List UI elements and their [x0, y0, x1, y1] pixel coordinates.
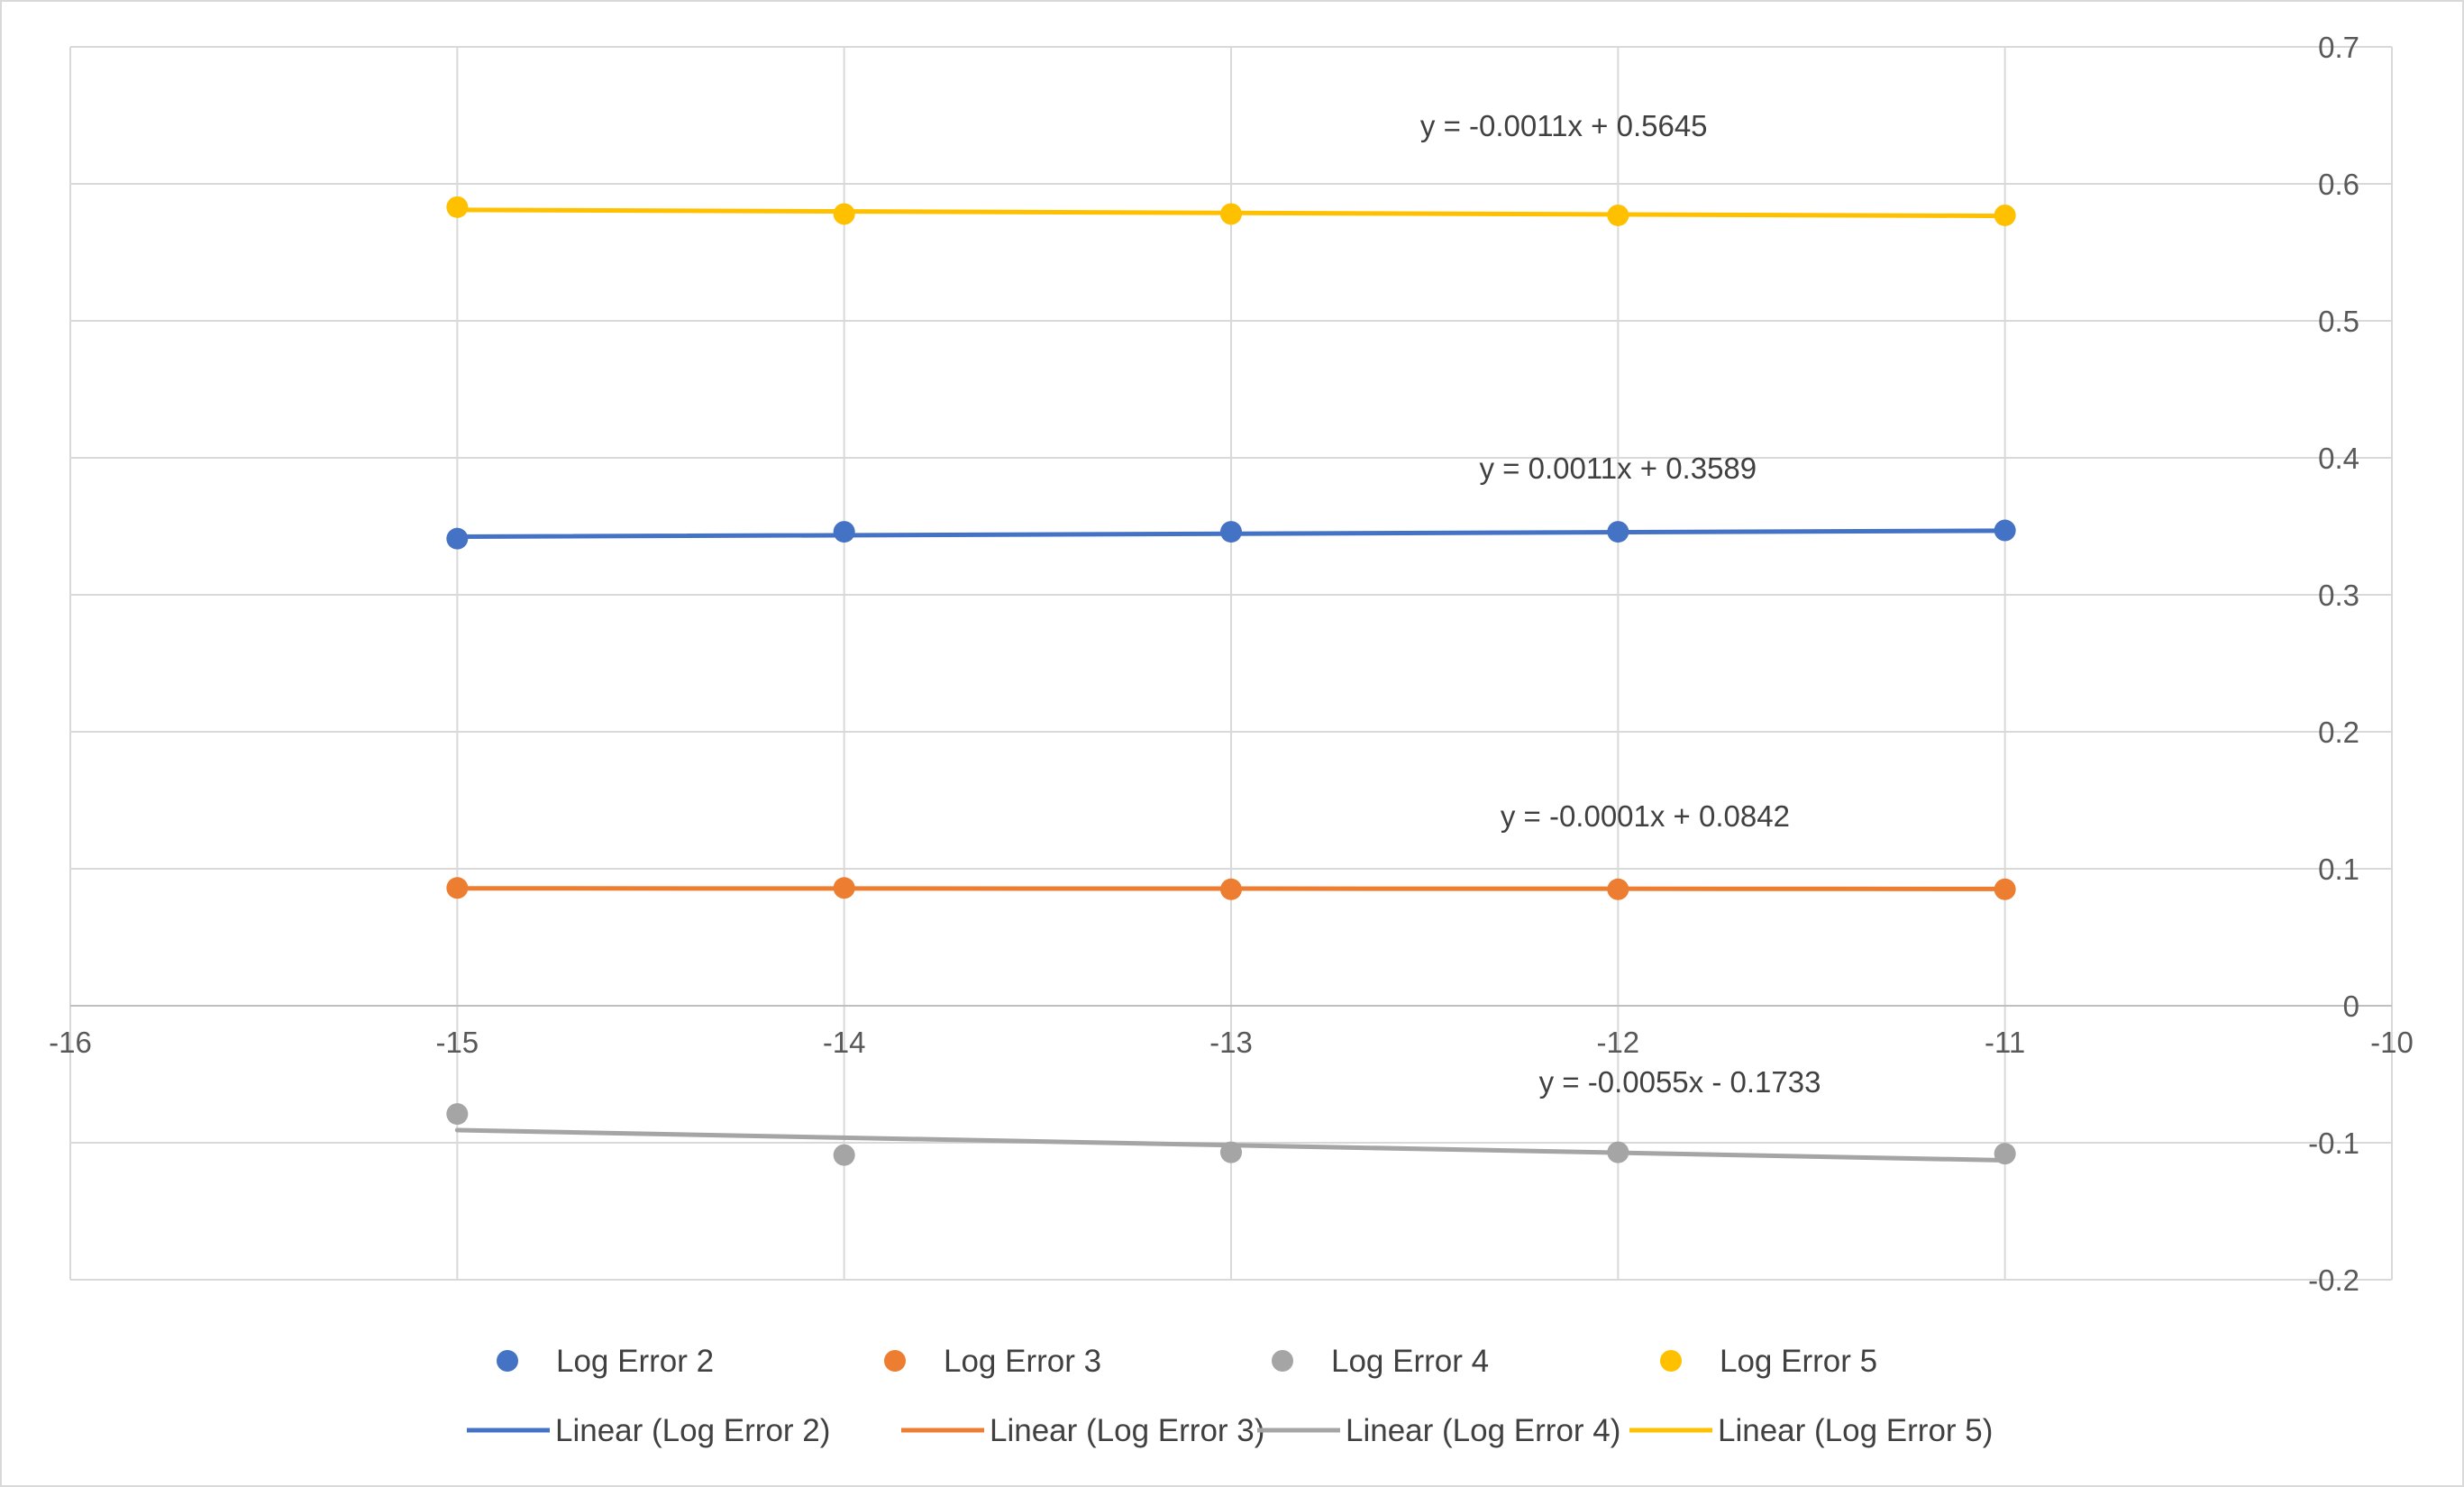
- x-tick-label: -13: [1209, 1026, 1253, 1059]
- x-tick-label: -11: [1985, 1026, 2025, 1059]
- y-tick-label: 0.6: [2318, 168, 2359, 201]
- data-point: [833, 877, 855, 899]
- legend-marker: [1272, 1350, 1293, 1372]
- gridlines: [69, 46, 2393, 1281]
- trendline-equation: y = 0.0011x + 0.3589: [1480, 452, 1757, 485]
- y-tick-label: 0.5: [2318, 305, 2359, 338]
- data-point: [446, 196, 469, 218]
- legend-marker: [497, 1350, 518, 1372]
- data-point: [833, 203, 855, 225]
- x-tick-label: -16: [49, 1026, 92, 1059]
- y-tick-label: 0.2: [2318, 716, 2359, 749]
- legend-label: Log Error 4: [1331, 1344, 1489, 1379]
- x-tick-label: -15: [435, 1026, 479, 1059]
- data-point: [833, 1144, 855, 1166]
- data-point: [1220, 521, 1242, 543]
- data-point: [1607, 878, 1629, 900]
- trendline-equation: y = -0.0001x + 0.0842: [1501, 799, 1790, 833]
- legend-label: Log Error 2: [556, 1344, 714, 1379]
- data-point: [1994, 878, 2016, 900]
- data-points: [446, 196, 2016, 1166]
- data-point: [1220, 878, 1242, 900]
- data-point: [446, 527, 469, 550]
- legend-label: Log Error 3: [944, 1344, 1101, 1379]
- data-point: [1607, 1141, 1629, 1163]
- trendline-equations: y = 0.0011x + 0.3589 y = -0.0001x + 0.084…: [1420, 109, 1821, 1099]
- data-point: [833, 521, 855, 543]
- data-point: [1607, 204, 1629, 226]
- legend-trend-label: Linear (Log Error 5): [1718, 1413, 1993, 1448]
- x-tick-label: -12: [1596, 1026, 1639, 1059]
- data-point: [1994, 519, 2016, 542]
- legend: Log Error 2 Log Error 3 Log Error 4 Log Err…: [467, 1344, 1993, 1448]
- legend-marker: [1660, 1350, 1682, 1372]
- data-point: [446, 877, 469, 899]
- x-tick-label: -14: [823, 1026, 866, 1059]
- data-point: [1220, 1141, 1242, 1163]
- legend-trend-label: Linear (Log Error 4): [1346, 1413, 1620, 1448]
- legend-marker: [884, 1350, 906, 1372]
- y-tick-label: 0.4: [2318, 442, 2359, 475]
- y-tick-label: -0.1: [2308, 1127, 2359, 1160]
- data-point: [1994, 204, 2016, 226]
- y-tick-label: 0: [2343, 990, 2359, 1023]
- data-point: [1607, 521, 1629, 543]
- data-point: [1220, 203, 1242, 225]
- trendline-equation: y = -0.0011x + 0.5645: [1420, 109, 1708, 142]
- legend-trend-label: Linear (Log Error 2): [555, 1413, 830, 1448]
- data-point: [1994, 1143, 2016, 1165]
- x-tick-label: -10: [2370, 1026, 2414, 1059]
- y-tick-label: 0.7: [2318, 31, 2359, 64]
- trendline-equation: y = -0.0055x - 0.1733: [1539, 1065, 1821, 1099]
- legend-label: Log Error 5: [1720, 1344, 1877, 1379]
- y-tick-label: 0.3: [2318, 579, 2359, 612]
- y-tick-label: 0.1: [2318, 853, 2359, 886]
- legend-trend-label: Linear (Log Error 3): [990, 1413, 1264, 1448]
- y-tick-label: -0.2: [2308, 1263, 2359, 1297]
- data-point: [446, 1103, 469, 1126]
- axes: -16 -15 -14 -13 -12 -11 -10 0.7 0.6 0.5 0.4 0.3 0.2 0…: [49, 31, 2414, 1297]
